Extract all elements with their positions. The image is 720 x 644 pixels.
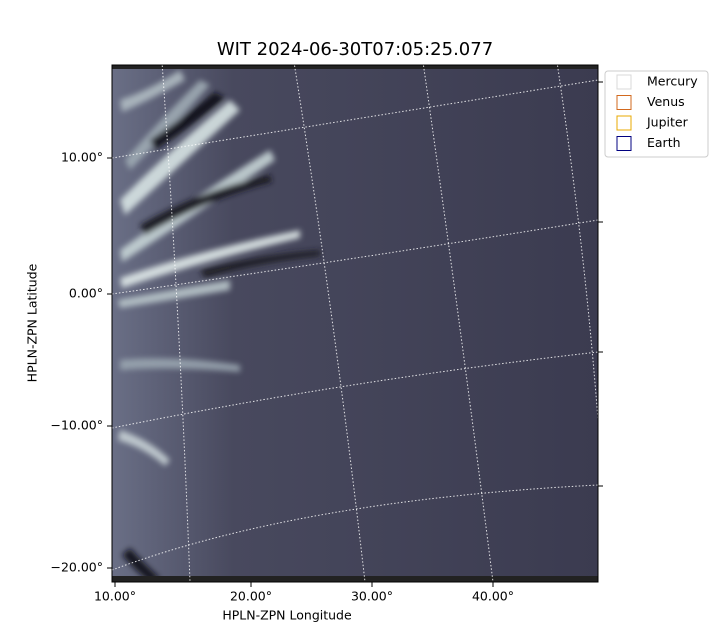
x-tick-label: 10.00°: [94, 589, 136, 604]
y-tick-label: −20.00°: [50, 560, 103, 575]
title: WIT 2024-06-30T07:05:25.077: [217, 39, 493, 60]
legend-marker: [616, 74, 632, 90]
x-tick-label: 20.00°: [230, 589, 272, 604]
legend-label: Jupiter: [646, 115, 689, 130]
image: [112, 65, 598, 582]
legend-label: Earth: [647, 135, 681, 150]
legend-label: Mercury: [647, 74, 698, 89]
y-tick-label: 10.00°: [61, 150, 103, 165]
y-axis-label: HPLN-ZPN Latitude: [25, 263, 40, 382]
legend-marker: [616, 136, 632, 151]
x-tick-label: 40.00°: [472, 589, 514, 604]
y-tick-label: 0.00°: [69, 286, 103, 301]
legend: [604, 70, 709, 158]
y-tick-label: −10.00°: [50, 418, 103, 433]
legend-marker: [616, 95, 632, 110]
legend-label: Venus: [647, 94, 685, 109]
x-axis-label: HPLN-ZPN Longitude: [222, 608, 352, 623]
x-tick-label: 30.00°: [351, 589, 393, 604]
legend-marker: [616, 115, 632, 131]
